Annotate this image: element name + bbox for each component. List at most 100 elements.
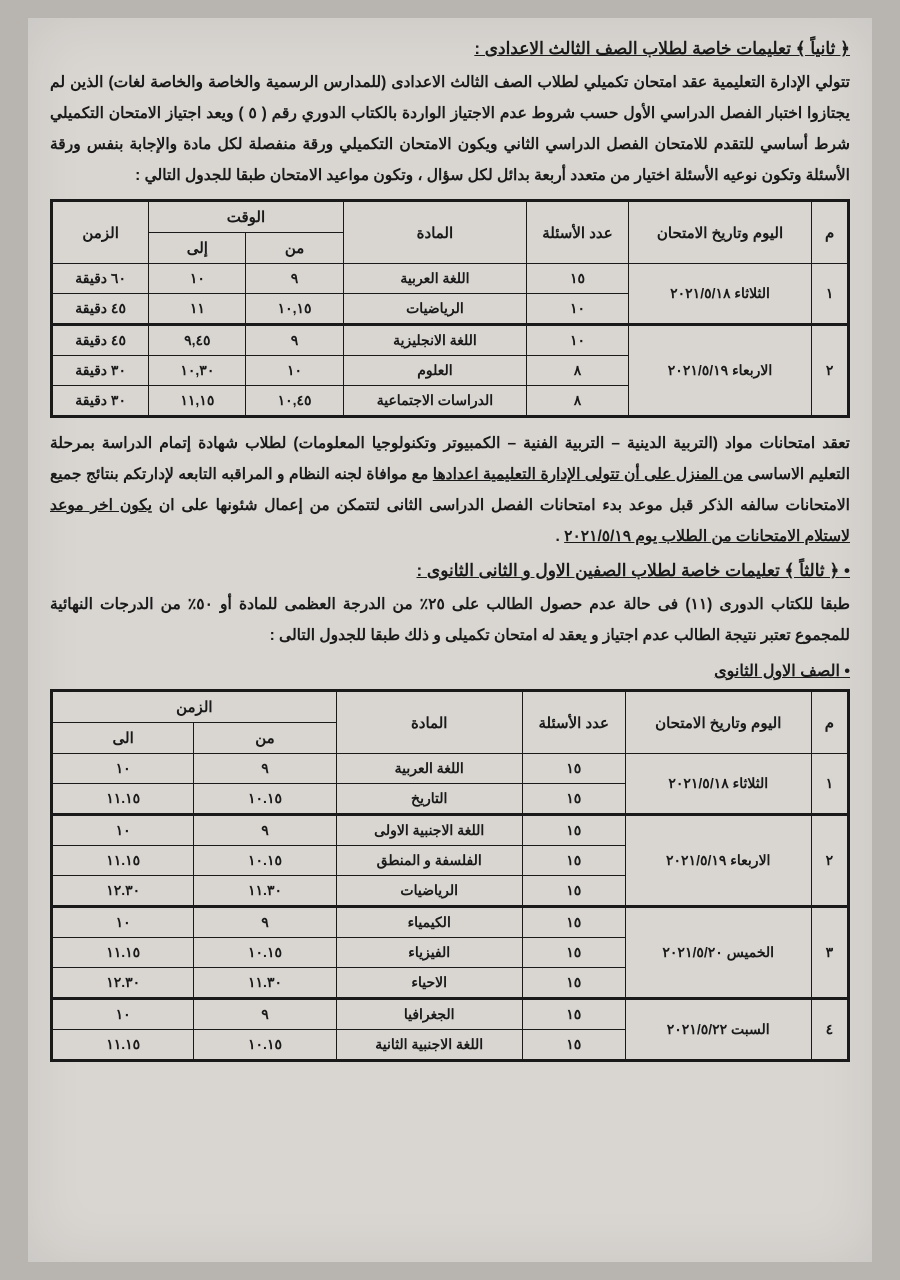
- cell-to: ١١: [149, 294, 246, 325]
- cell-duration: ٦٠ دقيقة: [52, 264, 149, 294]
- cell-subject: اللغة العربية: [336, 754, 522, 784]
- cell-date: الثلاثاء ٢٠٢١/٥/١٨: [625, 754, 811, 815]
- th2-date: اليوم وتاريخ الامتحان: [625, 691, 811, 754]
- cell-questions: ١٠: [527, 294, 629, 325]
- cell-to: ١١.١٥: [52, 1030, 194, 1061]
- cell-index: ٤: [811, 999, 848, 1061]
- cell-subject: اللغة الاجنبية الاولى: [336, 815, 522, 846]
- cell-subject: الرياضيات: [336, 876, 522, 907]
- cell-from: ١٠.١٥: [194, 938, 336, 968]
- cell-questions: ٨: [527, 386, 629, 417]
- th2-to: الى: [52, 723, 194, 754]
- th-date: اليوم وتاريخ الامتحان: [628, 201, 812, 264]
- cell-questions: ١٥: [527, 264, 629, 294]
- th-from: من: [246, 233, 343, 264]
- cell-questions: ١٥: [522, 846, 625, 876]
- cell-to: ١٠: [149, 264, 246, 294]
- cell-to: ١٠: [52, 754, 194, 784]
- cell-from: ١٠,١٥: [246, 294, 343, 325]
- cell-from: ١٠.١٥: [194, 1030, 336, 1061]
- mid-underline-1: من المنزل على أن تتولى الإدارة التعليمية…: [433, 466, 743, 483]
- cell-questions: ١٥: [522, 938, 625, 968]
- section2-title: ﴿ ثانياً ﴾ تعليمات خاصة لطلاب الصف الثال…: [50, 38, 850, 59]
- th2-index: م: [811, 691, 848, 754]
- cell-subject: الرياضيات: [343, 294, 527, 325]
- th-index: م: [812, 201, 849, 264]
- th-subject: المادة: [343, 201, 527, 264]
- cell-questions: ١٠: [527, 325, 629, 356]
- cell-questions: ١٥: [522, 876, 625, 907]
- cell-to: ١١.١٥: [52, 784, 194, 815]
- cell-duration: ٤٥ دقيقة: [52, 325, 149, 356]
- cell-from: ٩: [194, 815, 336, 846]
- th2-time: الزمن: [52, 691, 337, 723]
- cell-subject: الفيزياء: [336, 938, 522, 968]
- cell-to: ١٠,٣٠: [149, 356, 246, 386]
- mid-text-3: .: [556, 528, 565, 545]
- cell-from: ١٠.١٥: [194, 846, 336, 876]
- cell-from: ١٠: [246, 356, 343, 386]
- th2-questions: عدد الأسئلة: [522, 691, 625, 754]
- cell-from: ٩: [194, 754, 336, 784]
- cell-questions: ١٥: [522, 815, 625, 846]
- table-sec1-schedule: م اليوم وتاريخ الامتحان عدد الأسئلة الما…: [50, 689, 850, 1062]
- section3-paragraph: طبقا للكتاب الدورى (١١) فى حالة عدم حصول…: [50, 589, 850, 651]
- cell-to: ١٠: [52, 815, 194, 846]
- cell-subject: العلوم: [343, 356, 527, 386]
- cell-questions: ١٥: [522, 784, 625, 815]
- cell-subject: اللغة العربية: [343, 264, 527, 294]
- cell-subject: التاريخ: [336, 784, 522, 815]
- cell-questions: ٨: [527, 356, 629, 386]
- th2-subject: المادة: [336, 691, 522, 754]
- cell-duration: ٣٠ دقيقة: [52, 356, 149, 386]
- cell-from: ٩: [246, 264, 343, 294]
- cell-subject: الدراسات الاجتماعية: [343, 386, 527, 417]
- th-to: إلى: [149, 233, 246, 264]
- cell-subject: الفلسفة و المنطق: [336, 846, 522, 876]
- cell-questions: ١٥: [522, 907, 625, 938]
- cell-to: ١١,١٥: [149, 386, 246, 417]
- cell-from: ٩: [194, 907, 336, 938]
- document-page: ﴿ ثانياً ﴾ تعليمات خاصة لطلاب الصف الثال…: [28, 18, 872, 1262]
- th-duration: الزمن: [52, 201, 149, 264]
- cell-index: ٢: [811, 815, 848, 907]
- cell-index: ٣: [811, 907, 848, 999]
- cell-from: ١١.٣٠: [194, 876, 336, 907]
- cell-to: ١٠: [52, 907, 194, 938]
- cell-questions: ١٥: [522, 1030, 625, 1061]
- section2-paragraph: تتولي الإدارة التعليمية عقد امتحان تكميل…: [50, 67, 850, 191]
- cell-from: ١١.٣٠: [194, 968, 336, 999]
- cell-date: الخميس ٢٠٢١/٥/٢٠: [625, 907, 811, 999]
- cell-to: ١١.١٥: [52, 938, 194, 968]
- th-time: الوقت: [149, 201, 343, 233]
- cell-from: ١٠.١٥: [194, 784, 336, 815]
- cell-index: ١: [812, 264, 849, 325]
- table-prep-schedule: م اليوم وتاريخ الامتحان عدد الأسئلة الما…: [50, 199, 850, 418]
- cell-from: ١٠,٤٥: [246, 386, 343, 417]
- cell-from: ٩: [194, 999, 336, 1030]
- cell-to: ١٠: [52, 999, 194, 1030]
- section3-title: ﴿ ثالثاً ﴾ تعليمات خاصة لطلاب الصفين الا…: [50, 560, 850, 581]
- mid-paragraph: تعقد امتحانات مواد (التربية الدينية – ال…: [50, 428, 850, 552]
- cell-to: ١٢.٣٠: [52, 968, 194, 999]
- th-questions: عدد الأسئلة: [527, 201, 629, 264]
- cell-subject: الجغرافيا: [336, 999, 522, 1030]
- cell-from: ٩: [246, 325, 343, 356]
- subhead-grade1: الصف الاول الثانوى: [50, 661, 850, 681]
- cell-subject: الكيمياء: [336, 907, 522, 938]
- cell-subject: اللغة الاجنبية الثانية: [336, 1030, 522, 1061]
- cell-date: الاربعاء ٢٠٢١/٥/١٩: [628, 325, 812, 417]
- cell-subject: اللغة الانجليزية: [343, 325, 527, 356]
- cell-date: السبت ٢٠٢١/٥/٢٢: [625, 999, 811, 1061]
- cell-subject: الاحياء: [336, 968, 522, 999]
- cell-index: ١: [811, 754, 848, 815]
- cell-index: ٢: [812, 325, 849, 417]
- cell-to: ١٢.٣٠: [52, 876, 194, 907]
- cell-duration: ٤٥ دقيقة: [52, 294, 149, 325]
- cell-questions: ١٥: [522, 754, 625, 784]
- cell-to: ١١.١٥: [52, 846, 194, 876]
- cell-date: الثلاثاء ٢٠٢١/٥/١٨: [628, 264, 812, 325]
- cell-questions: ١٥: [522, 999, 625, 1030]
- cell-to: ٩,٤٥: [149, 325, 246, 356]
- cell-questions: ١٥: [522, 968, 625, 999]
